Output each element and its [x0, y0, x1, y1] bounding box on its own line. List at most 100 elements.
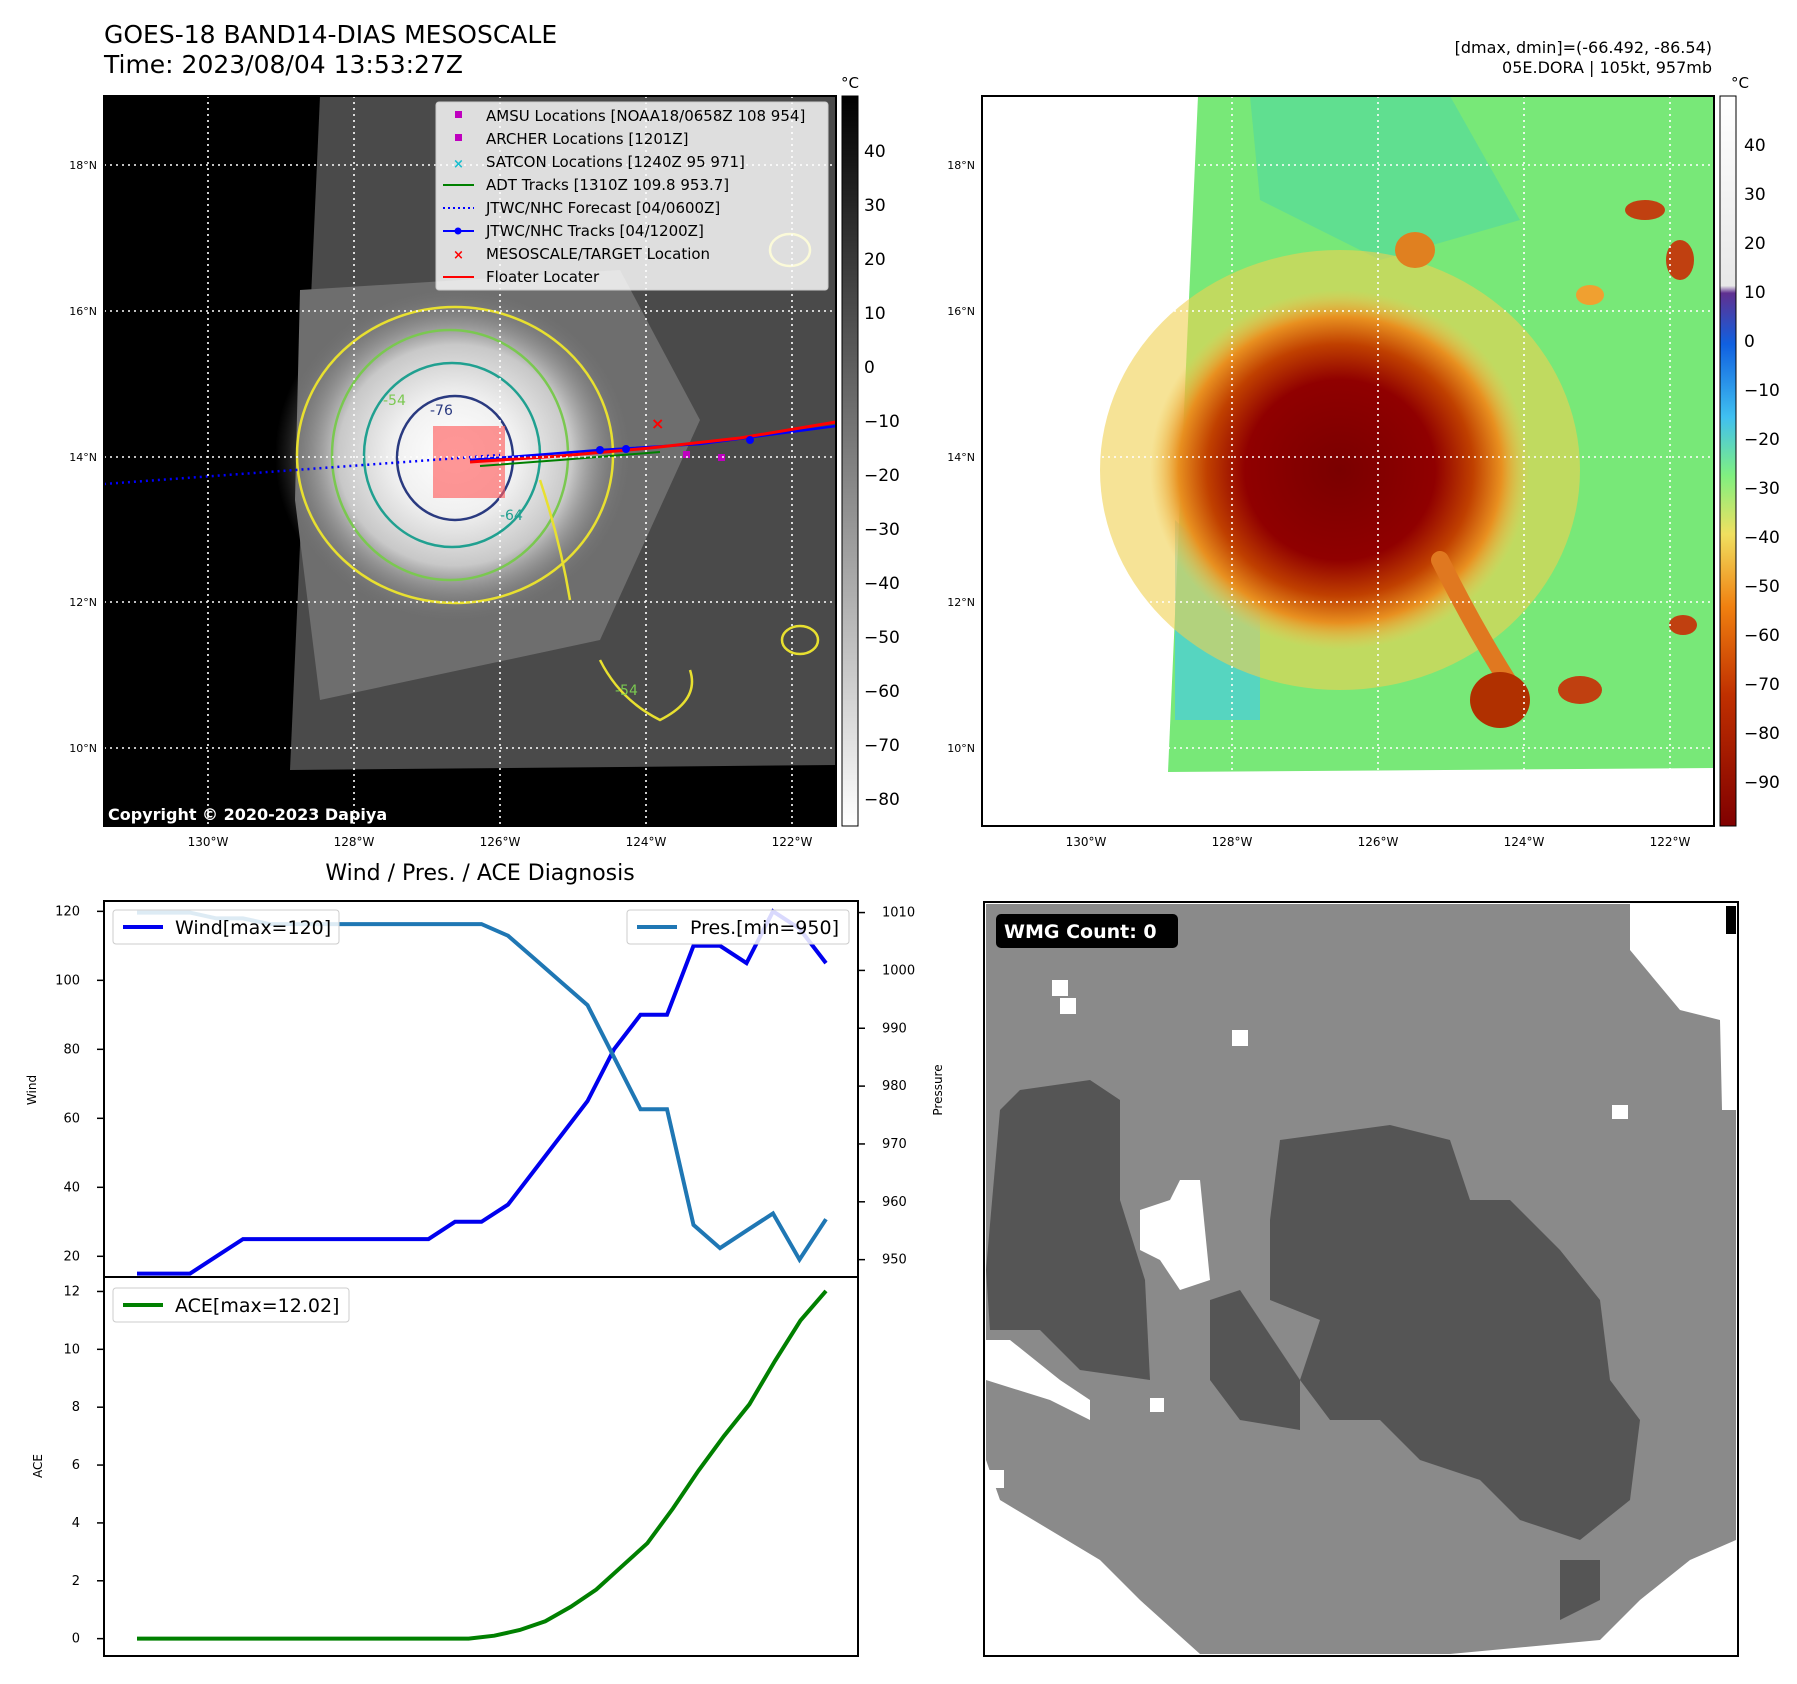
right-map-lat-ticks: 18°N 16°N 14°N 12°N 10°N [947, 159, 975, 755]
legend-marker [455, 111, 462, 118]
archer-location [683, 451, 690, 458]
ir-color-map [981, 95, 1715, 827]
pressure-tick-label: 960 [882, 1195, 907, 1210]
adt-track [479, 451, 661, 467]
cold-cell [1395, 232, 1435, 268]
colorbar-tick-label: 40 [1744, 136, 1766, 156]
wind-pressure-chart: 20 40 60 80 100 120 950 960 970 980 990 1000 1010 W… [25, 900, 945, 1278]
wind-y-axis: 20 40 60 80 100 120 [55, 904, 104, 1264]
contour-label: -76 [430, 403, 453, 419]
colorbar-tick-label: −20 [864, 466, 900, 486]
colorbar-gradient [841, 95, 859, 827]
colorbar-tick-label: 20 [864, 250, 886, 270]
left-map-lon-ticks: 130°W 128°W 126°W 124°W 122°W [188, 835, 813, 849]
wind-tick-label: 80 [63, 1042, 80, 1057]
map-frame [981, 95, 1715, 827]
lon-tick-label: 130°W [1066, 835, 1107, 849]
wmg-region-white [1052, 980, 1068, 996]
nhc-track-point [746, 436, 754, 444]
ace-tick-label: 10 [63, 1342, 80, 1357]
colorbar-unit: °C [841, 74, 859, 92]
left-map-lat-ticks: 18°N 16°N 14°N 12°N 10°N [69, 159, 97, 755]
legend-entry: ADT Tracks [1310Z 109.8 953.7] [486, 176, 729, 194]
colorbar-tick-label: −70 [864, 736, 900, 756]
legend-marker: × [453, 248, 464, 263]
colorbar-tick-label: −20 [1744, 430, 1780, 450]
lat-tick-label: 14°N [947, 451, 975, 464]
legend-entry: AMSU Locations [NOAA18/0658Z 108 954] [486, 107, 805, 125]
wmg-region-white [1150, 1398, 1164, 1412]
colorbar-tick-label: 40 [864, 142, 886, 162]
wmg-region-white [1612, 1105, 1628, 1119]
legend-box [626, 909, 850, 945]
legend-entry: Pres.[min=950] [690, 917, 839, 939]
colorbar-tick-label: −80 [1744, 724, 1780, 744]
wmg-region-darkgray [986, 1080, 1150, 1380]
storm-cloud-core [1150, 290, 1530, 650]
wmg-region-black [1726, 906, 1736, 934]
colorbar-tick-label: 30 [864, 196, 886, 216]
contour-label: -64 [500, 508, 523, 524]
legend-entry: SATCON Locations [1240Z 95 971] [486, 153, 745, 171]
figure-title: GOES-18 BAND14-DIAS MESOSCALE [104, 20, 558, 49]
pressure-tick-label: 980 [882, 1079, 907, 1094]
legend-box [112, 909, 340, 945]
ace-tick-label: 4 [72, 1516, 80, 1531]
cold-cell [1669, 615, 1697, 635]
wmg-region-white [986, 1470, 1004, 1488]
pressure-axis-label: Pressure [931, 1064, 945, 1115]
legend-entry: MESOSCALE/TARGET Location [486, 245, 710, 263]
colorbar-tick-label: −40 [864, 574, 900, 594]
colorbar-tick-label: −80 [864, 790, 900, 810]
legend-box [112, 1287, 350, 1323]
legend-marker [455, 134, 462, 141]
target-location-marker: × [651, 414, 664, 433]
ace-legend: ACE[max=12.02] [112, 1287, 350, 1323]
wmg-count-badge [996, 914, 1178, 948]
ace-tick-label: 2 [72, 1574, 80, 1589]
wind-tick-label: 100 [55, 973, 80, 988]
mesoscale-target-box [433, 426, 505, 498]
legend-entry: JTWC/NHC Tracks [04/1200Z] [485, 222, 704, 240]
copyright-label: Copyright © 2020-2023 Dapiya [108, 805, 387, 824]
lon-tick-label: 122°W [772, 835, 813, 849]
ace-tick-label: 12 [63, 1284, 80, 1299]
cold-cell [1558, 676, 1602, 704]
map-legend: × × AMSU Locations [NOAA18/0658Z 108 954… [435, 101, 829, 291]
wind-tick-label: 20 [63, 1249, 80, 1264]
lon-tick-label: 126°W [1358, 835, 1399, 849]
wind-axis-label: Wind [25, 1075, 39, 1105]
pressure-y-axis: 950 960 970 980 990 1000 1010 [858, 906, 915, 1268]
ace-tick-label: 0 [72, 1632, 80, 1647]
rainband-contour-south [598, 659, 694, 722]
ace-axis-label: ACE [31, 1454, 45, 1478]
colorbar-tick-label: 30 [1744, 185, 1766, 205]
wmg-region-darkgray [1270, 1125, 1640, 1540]
wmg-region-white [1060, 998, 1076, 1014]
map-gridlines [982, 96, 1714, 826]
lat-tick-label: 16°N [69, 305, 97, 318]
contour-label: -54 [615, 683, 638, 699]
wmg-region-white [986, 1340, 1090, 1420]
ace-series-line [137, 1289, 828, 1641]
wmg-region-white [1232, 1030, 1248, 1046]
colorbar-tick-label: −40 [1744, 528, 1780, 548]
lon-tick-label: 124°W [1504, 835, 1545, 849]
legend-entry: ARCHER Locations [1201Z] [486, 130, 689, 148]
cold-cell [1625, 200, 1665, 220]
colorbar-gradient [1719, 95, 1737, 827]
pressure-legend: Pres.[min=950] [626, 909, 850, 945]
pressure-tick-label: 970 [882, 1137, 907, 1152]
colorbar-tick-label: 20 [1744, 234, 1766, 254]
wmg-region-white [1140, 1180, 1210, 1290]
storm-info-label: 05E.DORA | 105kt, 957mb [1502, 58, 1712, 77]
legend-entry: JTWC/NHC Forecast [04/0600Z] [485, 199, 720, 217]
rainband-contour [538, 479, 572, 601]
map-frame [103, 95, 837, 827]
wind-tick-label: 60 [63, 1111, 80, 1126]
grayscale-colorbar: °C 40 30 20 10 0 −10 −20 −30 −40 −50 −60… [841, 74, 900, 827]
legend-entry: Wind[max=120] [175, 917, 331, 939]
chart-frame [103, 1276, 859, 1657]
nhc-track-point [622, 445, 630, 453]
ace-y-axis: 0 2 4 6 8 10 12 [63, 1284, 104, 1647]
